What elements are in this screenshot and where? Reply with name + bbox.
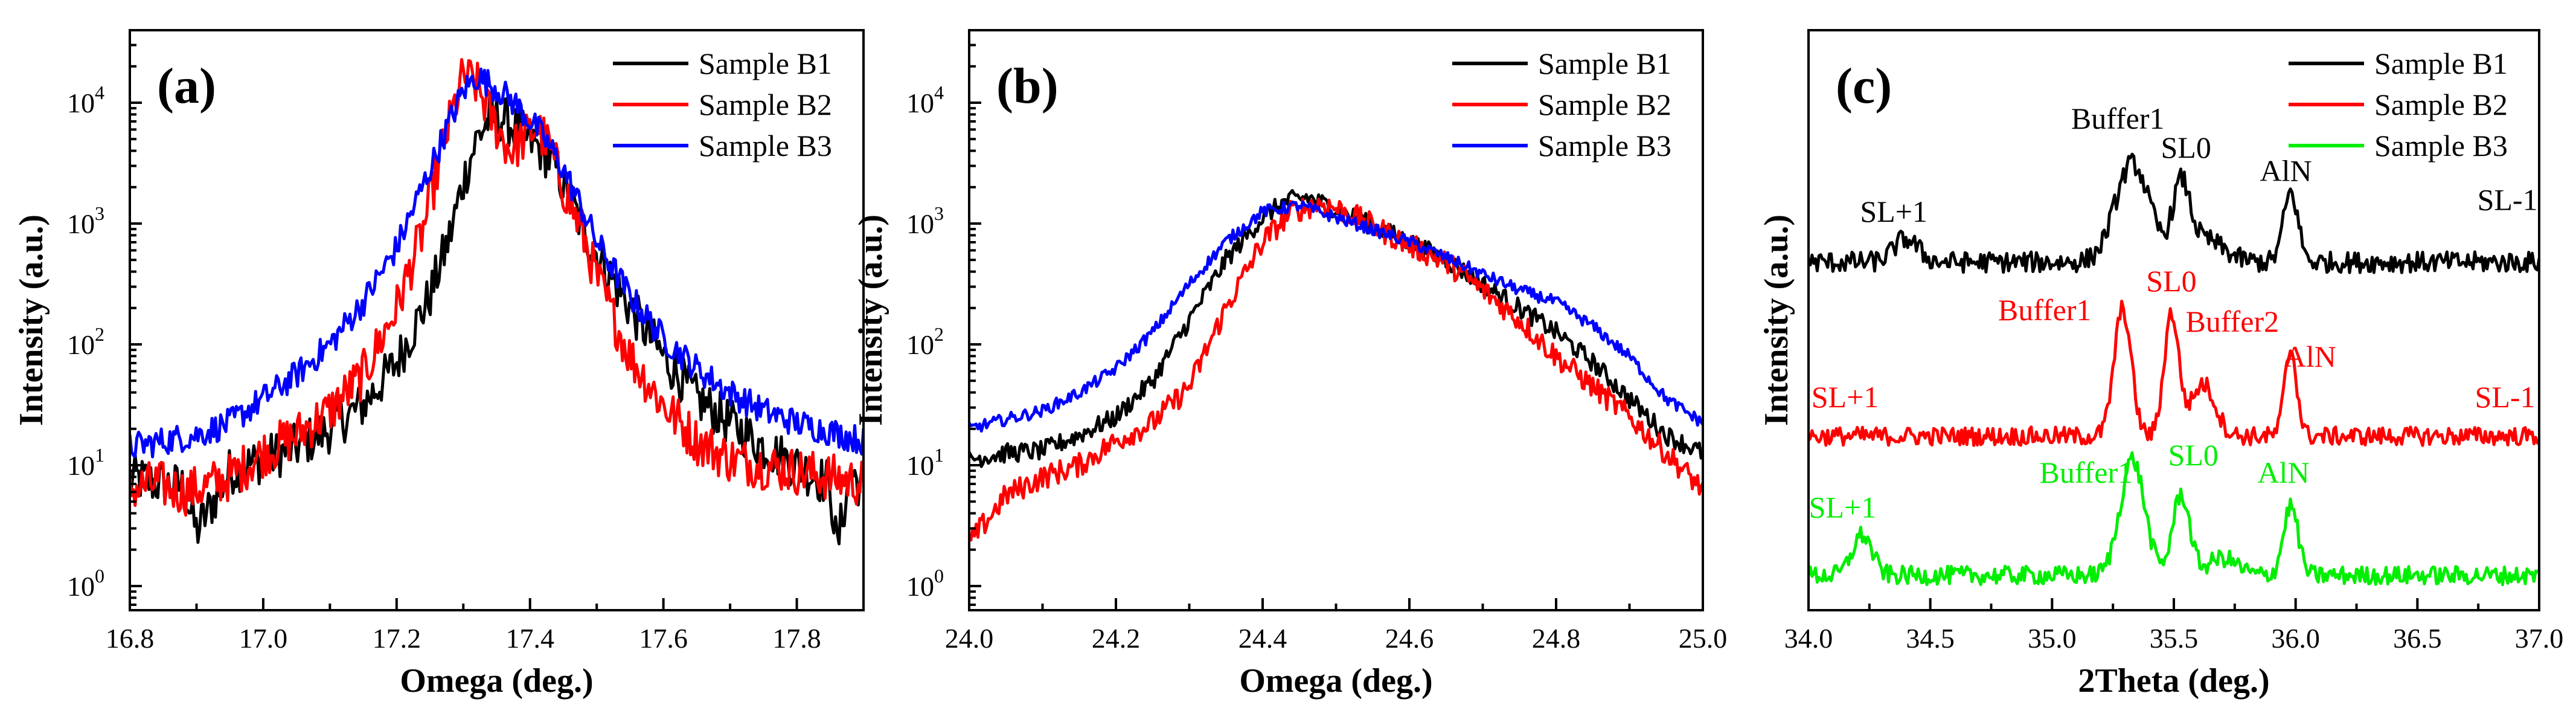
y-tick-label: 102 xyxy=(906,323,944,360)
y-tick-label: 101 xyxy=(906,444,944,481)
peak-annotation: Buffer1 xyxy=(2040,456,2133,489)
x-tick-label: 25.0 xyxy=(1679,623,1728,654)
peak-annotation: SL-1 xyxy=(2478,183,2538,217)
legend-label: Sample B1 xyxy=(699,47,832,80)
panel-b: 24.0 24.2 24.4 24.6 24.8 25.0 100 101 102 103 104 O… xyxy=(852,29,1728,700)
y-tick-label: 104 xyxy=(67,82,104,118)
x-axis-title: Omega (deg.) xyxy=(400,662,593,700)
peak-annotation: AlN xyxy=(2284,340,2336,373)
y-tick-label: 102 xyxy=(67,323,104,360)
y-tick-label: 104 xyxy=(906,82,944,118)
panel-a: 16.8 17.0 17.2 17.4 17.6 17.8 100 101 102 103 104 O… xyxy=(13,29,865,700)
peak-annotation: Buffer2 xyxy=(2186,304,2280,338)
legend-label: Sample B2 xyxy=(1538,88,1671,121)
x-tick-label: 36.0 xyxy=(2271,623,2320,654)
x-tick-label: 37.0 xyxy=(2515,623,2564,654)
peak-annotation: AlN xyxy=(2260,154,2312,188)
peak-annotation: Buffer1 xyxy=(1998,293,2092,327)
panel-label: (a) xyxy=(157,58,216,114)
series-line-sample-b3 xyxy=(969,200,1703,433)
y-axis-title: Intensity (a.u.) xyxy=(1758,214,1795,426)
legend-label: Sample B1 xyxy=(2374,47,2508,80)
peak-annotation: AlN xyxy=(2257,456,2309,489)
series-line-sample-b3 xyxy=(130,67,863,459)
x-tick-label: 24.0 xyxy=(945,623,994,654)
legend: Sample B1 Sample B2 Sample B3 xyxy=(2289,47,2508,163)
series-line-sample-b3 xyxy=(1809,451,2539,587)
x-tick-label: 24.6 xyxy=(1385,623,1434,654)
peak-annotation: SL+1 xyxy=(1809,490,1877,524)
y-tick-label: 103 xyxy=(906,202,944,239)
x-tick-label: 35.5 xyxy=(2150,623,2199,654)
y-tick-label: 100 xyxy=(67,565,104,602)
x-tick-label: 34.0 xyxy=(1784,623,1833,654)
x-tick-label: 17.8 xyxy=(772,623,821,654)
panel-label: (b) xyxy=(996,58,1059,114)
legend: Sample B1 Sample B2 Sample B3 xyxy=(613,47,832,163)
legend-label: Sample B2 xyxy=(699,88,832,121)
x-axis-title: Omega (deg.) xyxy=(1239,662,1432,700)
series-line-sample-b2 xyxy=(130,58,863,517)
x-tick-label: 36.5 xyxy=(2393,623,2442,654)
legend-label: Sample B1 xyxy=(1538,47,1671,80)
peak-annotation: SL-1 xyxy=(2475,380,2536,414)
panel-label: (c) xyxy=(1836,58,1892,114)
x-tick-label: 24.4 xyxy=(1238,623,1287,654)
legend: Sample B1 Sample B2 Sample B3 xyxy=(1452,47,1671,163)
legend-label: Sample B3 xyxy=(1538,129,1671,163)
legend-label: Sample B2 xyxy=(2374,88,2508,121)
peak-annotation: SL+1 xyxy=(1860,195,1927,228)
y-tick-label: 101 xyxy=(67,444,104,481)
series-line-sample-b1 xyxy=(969,188,1703,468)
peak-annotation: SL0 xyxy=(2168,438,2219,472)
x-tick-label: 34.5 xyxy=(1906,623,1955,654)
x-tick-label: 24.2 xyxy=(1092,623,1141,654)
y-axis-title: Intensity (a.u.) xyxy=(852,214,889,426)
x-tick-label: 17.2 xyxy=(373,623,421,654)
peak-annotation: SL0 xyxy=(2146,264,2196,298)
peak-annotation: Buffer1 xyxy=(2071,102,2165,135)
y-axis-title: Intensity (a.u.) xyxy=(13,214,50,426)
y-tick-label: 100 xyxy=(906,565,944,602)
series-line-sample-b2 xyxy=(969,198,1703,542)
peak-annotation: SL0 xyxy=(2161,130,2211,164)
legend-label: Sample B3 xyxy=(2374,129,2508,163)
panel-c: 34.0 34.5 35.0 35.5 36.0 36.5 37.0 2Theta (deg.… xyxy=(1758,29,2564,700)
peak-annotation: SL+1 xyxy=(1812,380,1879,414)
y-tick-label: 103 xyxy=(67,202,104,239)
series-line-sample-b1 xyxy=(1809,152,2539,274)
plot-frame xyxy=(129,29,865,611)
x-axis-title: 2Theta (deg.) xyxy=(2078,662,2269,700)
series-line-sample-b2 xyxy=(1809,300,2539,447)
x-tick-label: 17.0 xyxy=(239,623,288,654)
legend-label: Sample B3 xyxy=(699,129,832,163)
x-tick-label: 16.8 xyxy=(106,623,155,654)
x-tick-label: 17.6 xyxy=(639,623,688,654)
x-tick-label: 35.0 xyxy=(2028,623,2077,654)
x-tick-label: 24.8 xyxy=(1532,623,1581,654)
x-tick-label: 17.4 xyxy=(505,623,554,654)
